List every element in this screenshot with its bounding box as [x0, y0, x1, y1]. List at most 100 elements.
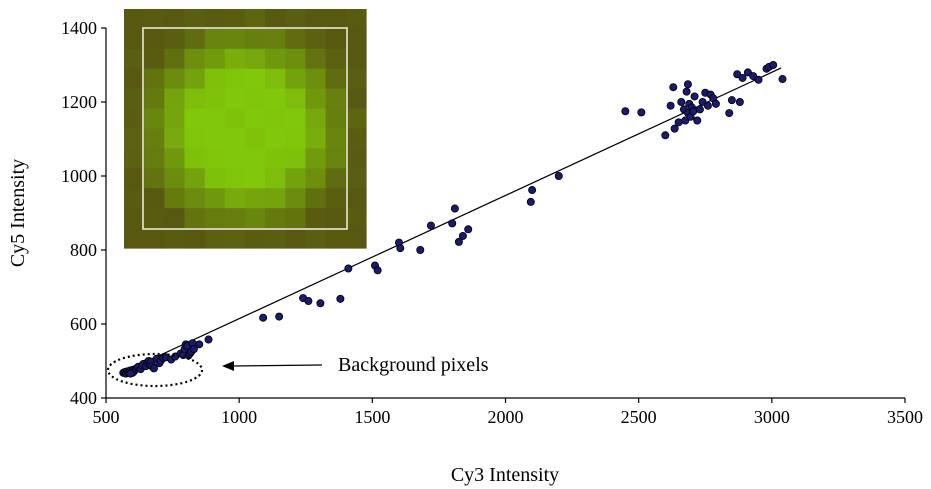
inset-pixel [305, 68, 327, 90]
inset-pixel [204, 188, 226, 209]
data-point [149, 364, 158, 373]
inset-pixel [164, 68, 186, 90]
data-point [711, 99, 720, 108]
inset-pixel [224, 108, 246, 130]
x-tick-label: 2500 [621, 407, 657, 427]
inset-pixel [265, 128, 286, 150]
inset-pixel [224, 228, 246, 249]
inset-pixel [325, 128, 347, 150]
inset-pixel [124, 28, 145, 50]
inset-pixel [305, 188, 327, 209]
annotation-arrow [231, 364, 323, 367]
inset-pixel [345, 9, 367, 30]
inset-pixel [285, 228, 307, 249]
inset-pixel [224, 188, 246, 209]
data-point [426, 221, 435, 230]
inset-pixel [285, 88, 307, 110]
inset-pixel [164, 208, 186, 229]
inset-pixel [124, 148, 145, 169]
inset-pixel [265, 168, 286, 189]
inset-pixel [144, 168, 165, 189]
inset-pixel [224, 88, 246, 110]
inset-pixel [325, 9, 347, 30]
data-point [336, 294, 345, 303]
data-point [727, 96, 736, 105]
inset-pixel [124, 208, 145, 229]
x-tick-label: 3500 [887, 407, 923, 427]
inset-pixel [265, 88, 286, 110]
inset-pixel [325, 208, 347, 229]
data-point [682, 87, 691, 96]
data-point [454, 237, 463, 246]
inset-pixel [245, 48, 266, 70]
inset-pixel [285, 128, 307, 150]
data-point [304, 297, 313, 306]
inset-pixel [184, 108, 206, 130]
data-point [661, 131, 670, 140]
inset-pixel [144, 128, 165, 150]
inset-pixel [184, 188, 206, 209]
y-tick-label: 1400 [61, 18, 97, 38]
inset-pixel [184, 128, 206, 150]
inset-pixel [124, 188, 145, 209]
y-tick-label: 1200 [61, 92, 97, 112]
inset-pixel [285, 168, 307, 189]
data-point [669, 83, 678, 92]
inset-pixel [144, 88, 165, 110]
inset-pixel [164, 188, 186, 209]
inset-pixel [224, 9, 246, 30]
inset-pixel [144, 188, 165, 209]
x-tick-label: 1500 [354, 407, 390, 427]
inset-pixel [184, 9, 206, 30]
inset-pixel [265, 208, 286, 229]
inset-pixel [245, 9, 266, 30]
annotation-label: Background pixels [338, 354, 489, 376]
inset-pixel [265, 108, 286, 130]
data-point [725, 109, 734, 118]
inset-pixel [265, 48, 286, 70]
inset-pixel [224, 128, 246, 150]
inset-pixel [164, 168, 186, 189]
inset-pixel [245, 68, 266, 90]
inset-pixel [144, 228, 165, 249]
inset-pixel [204, 108, 226, 130]
inset-pixel [265, 188, 286, 209]
inset-pixel [184, 68, 206, 90]
data-point [674, 118, 683, 127]
inset-pixel [305, 48, 327, 70]
inset-pixel [345, 228, 367, 249]
data-points [119, 61, 787, 378]
inset-pixel [124, 9, 145, 30]
inset-pixel [245, 88, 266, 110]
data-point [733, 70, 742, 79]
inset-pixel [204, 68, 226, 90]
inset-pixel [124, 108, 145, 130]
data-point [695, 105, 704, 114]
inset-pixel [345, 28, 367, 50]
inset-pixel [305, 88, 327, 110]
inset-pixel [144, 48, 165, 70]
inset-pixel [124, 228, 145, 249]
inset-pixel [164, 148, 186, 169]
data-point [464, 225, 473, 234]
inset-pixel [204, 128, 226, 150]
data-point [666, 101, 675, 110]
data-point [344, 264, 353, 273]
inset-pixel [345, 88, 367, 110]
inset-pixel [204, 148, 226, 169]
data-point [769, 61, 778, 70]
inset-pixel [325, 88, 347, 110]
inset-pixel [325, 148, 347, 169]
inset-pixel [345, 148, 367, 169]
inset-pixel [204, 9, 226, 30]
inset-pixel [325, 68, 347, 90]
y-axis-title: Cy5 Intensity [7, 159, 29, 267]
inset-pixel [305, 228, 327, 249]
data-point [275, 312, 284, 321]
inset-pixel [144, 148, 165, 169]
inset-pixel [164, 228, 186, 249]
inset-pixel [124, 88, 145, 110]
data-point [526, 197, 535, 206]
data-point [554, 171, 563, 180]
inset-pixel [224, 168, 246, 189]
